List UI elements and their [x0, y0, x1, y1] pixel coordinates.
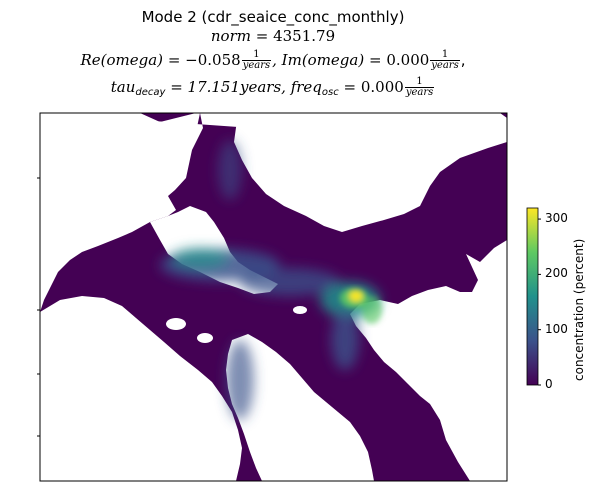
re-omega-unit: 1 years: [241, 49, 272, 71]
colorbar-tick-label: 100: [545, 321, 568, 336]
colorbar: [526, 207, 539, 386]
colorbar-tick-label: 200: [545, 266, 568, 281]
im-omega-label: , Im(omega): [272, 51, 365, 69]
im-omega-value: = 0.000: [369, 51, 430, 69]
im-omega-unit: 1 years: [430, 49, 460, 71]
colorbar-tick-label: 300: [545, 211, 568, 226]
concentration-peak: [340, 288, 382, 324]
land-greenland-top: [234, 113, 507, 232]
tau-value: = 17.151years, freq: [170, 78, 322, 96]
island-1: [166, 318, 186, 330]
colorbar-ticks: [538, 218, 541, 386]
title-line-4: taudecay = 17.151years, freqosc = 0.000 1…: [110, 76, 435, 98]
freq-value: = 0.000: [343, 78, 404, 96]
island-2: [197, 333, 213, 343]
colorbar-label: concentration (percent): [572, 238, 586, 381]
re-omega-value: = −0.058: [167, 51, 241, 69]
land-north-america: [40, 296, 242, 481]
island-5: [293, 306, 307, 314]
figure-title: Mode 2 (cdr_seaice_conc_monthly) norm = …: [0, 8, 546, 102]
tau-label: tau: [110, 78, 136, 96]
map-area: [40, 113, 507, 481]
title-line-3: Re(omega) = −0.058 1 years, Im(omega) = 0.…: [80, 49, 466, 71]
island-4: [431, 346, 449, 358]
map-frame: [39, 112, 508, 482]
norm-value: = 4351.79: [255, 27, 336, 45]
land-alaska: [40, 113, 200, 262]
map-left-ticks: [37, 177, 40, 437]
title-text: Mode 2 (cdr_seaice_conc_monthly): [141, 8, 405, 26]
island-3: [406, 325, 430, 339]
title-line-2: norm = 4351.79: [0, 27, 546, 46]
colorbar-tick-label: 0: [545, 377, 553, 391]
norm-label: norm: [210, 27, 251, 45]
land-europe: [226, 334, 374, 481]
land-siberia: [350, 240, 507, 481]
title-line-1: Mode 2 (cdr_seaice_conc_monthly): [0, 8, 546, 27]
freq-unit: 1 years: [404, 76, 435, 98]
re-omega-label: Re(omega): [80, 51, 164, 69]
